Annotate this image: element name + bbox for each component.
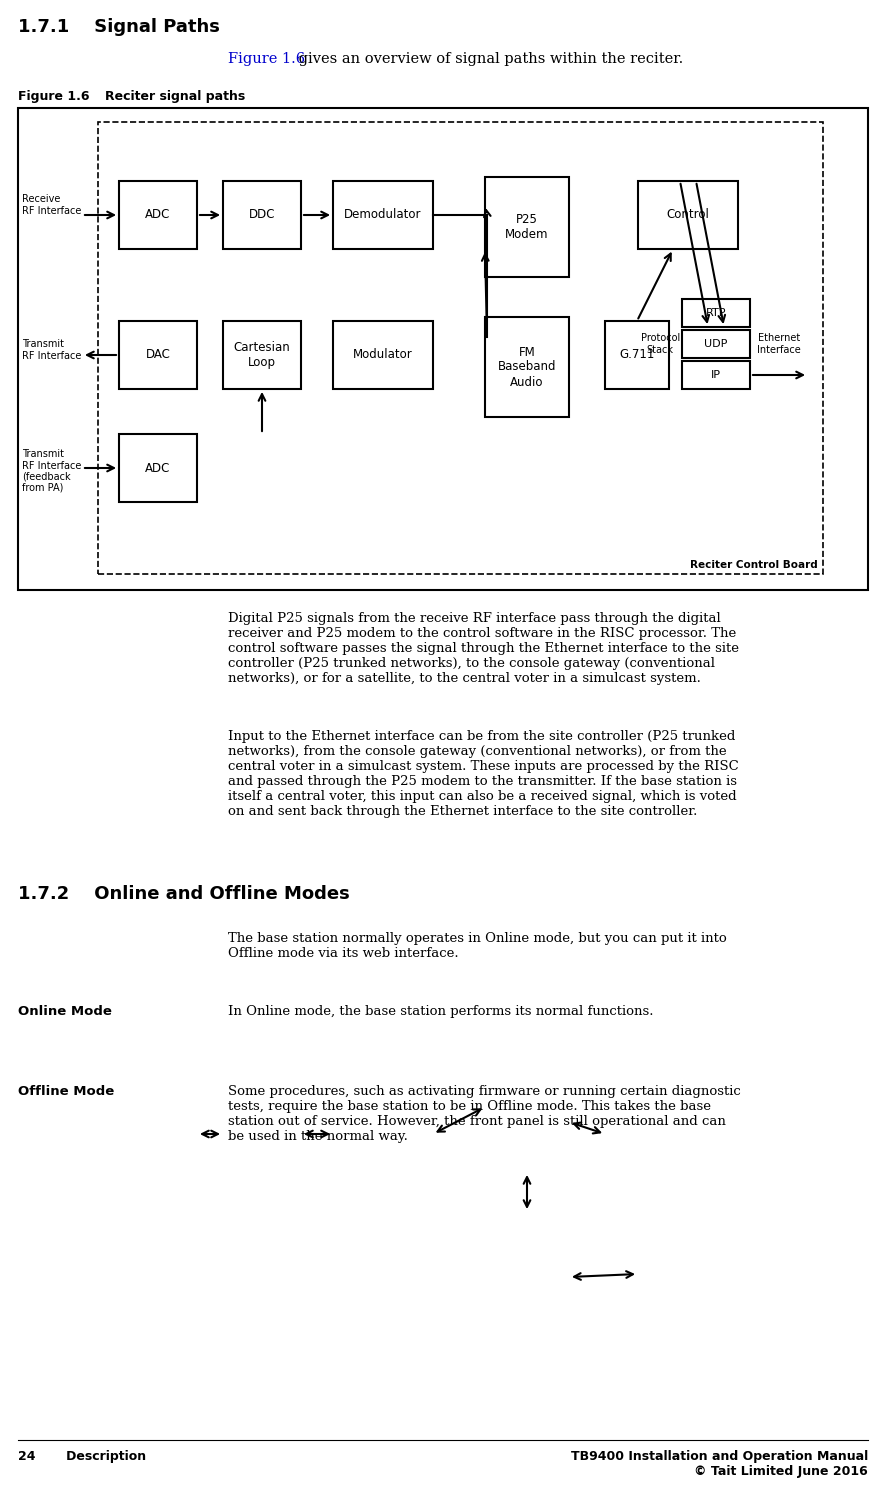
Text: Offline Mode: Offline Mode [18, 1085, 114, 1097]
Text: 24       Description: 24 Description [18, 1450, 146, 1464]
Text: Input to the Ethernet interface can be from the site controller (P25 trunked
net: Input to the Ethernet interface can be f… [228, 730, 739, 817]
Text: (feedback
from PA): (feedback from PA) [22, 471, 71, 493]
Text: P25
Modem: P25 Modem [505, 213, 548, 241]
Bar [682, 331, 750, 357]
Text: UDP: UDP [704, 339, 727, 348]
Text: DDC: DDC [249, 208, 276, 222]
Text: ADC: ADC [145, 208, 171, 222]
Text: Reciter Control Board: Reciter Control Board [690, 560, 818, 570]
Text: Figure 1.6: Figure 1.6 [18, 89, 89, 103]
Bar [223, 182, 301, 249]
Bar [485, 317, 569, 417]
Text: Control: Control [666, 208, 710, 222]
Text: IP: IP [711, 369, 721, 380]
Text: Ethernet
Interface: Ethernet Interface [757, 334, 801, 354]
Text: TB9400 Installation and Operation Manual
© Tait Limited June 2016: TB9400 Installation and Operation Manual… [571, 1450, 868, 1479]
Text: 1.7.1    Signal Paths: 1.7.1 Signal Paths [18, 18, 220, 36]
Bar [18, 109, 868, 590]
Bar [98, 122, 823, 573]
Bar [119, 182, 197, 249]
Bar [119, 322, 197, 389]
Bar [333, 182, 433, 249]
Text: Receive
RF Interface: Receive RF Interface [22, 194, 82, 216]
Text: FM
Baseband
Audio: FM Baseband Audio [498, 345, 556, 389]
Bar [119, 433, 197, 502]
Text: Protocol
Stack: Protocol Stack [641, 334, 680, 354]
Text: gives an overview of signal paths within the reciter.: gives an overview of signal paths within… [294, 52, 683, 66]
Bar [638, 182, 738, 249]
Bar [682, 360, 750, 389]
Text: RTP: RTP [706, 308, 727, 319]
Text: ADC: ADC [145, 462, 171, 475]
Text: Cartesian
Loop: Cartesian Loop [234, 341, 291, 369]
Text: In Online mode, the base station performs its normal functions.: In Online mode, the base station perform… [228, 1005, 654, 1018]
Text: Online Mode: Online Mode [18, 1005, 112, 1018]
Bar [333, 322, 433, 389]
Text: Transmit
RF Interface: Transmit RF Interface [22, 450, 82, 471]
Text: G.711: G.711 [619, 348, 655, 362]
Text: Some procedures, such as activating firmware or running certain diagnostic
tests: Some procedures, such as activating firm… [228, 1085, 741, 1144]
Bar [223, 322, 301, 389]
Text: Demodulator: Demodulator [345, 208, 422, 222]
Bar [605, 322, 669, 389]
Text: DAC: DAC [145, 348, 170, 362]
Bar [682, 299, 750, 328]
Text: Digital P25 signals from the receive RF interface pass through the digital
recei: Digital P25 signals from the receive RF … [228, 612, 739, 685]
Text: Modulator: Modulator [354, 348, 413, 362]
Text: 1.7.2    Online and Offline Modes: 1.7.2 Online and Offline Modes [18, 884, 350, 902]
Text: Transmit
RF Interface: Transmit RF Interface [22, 339, 82, 360]
Bar [485, 177, 569, 277]
Text: The base station normally operates in Online mode, but you can put it into
Offli: The base station normally operates in On… [228, 932, 727, 960]
Text: Reciter signal paths: Reciter signal paths [105, 89, 245, 103]
Text: Figure 1.6: Figure 1.6 [228, 52, 305, 66]
